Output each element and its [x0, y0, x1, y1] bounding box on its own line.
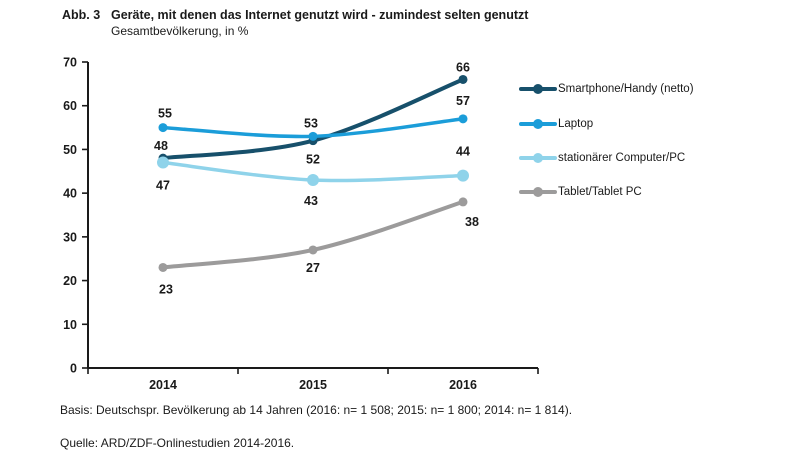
value-label: 38 [465, 215, 479, 229]
data-point-3-2015 [308, 245, 318, 255]
value-label: 43 [304, 194, 318, 208]
x-tick-label: 2014 [149, 378, 177, 392]
data-point-0-2016 [458, 74, 468, 84]
data-point-2-2015 [307, 174, 319, 187]
value-label: 48 [154, 139, 168, 153]
legend-item-laptop: Laptop [519, 106, 694, 140]
legend-label-tablet: Tablet/Tablet PC [558, 186, 642, 199]
legend-marker-pc-icon [519, 152, 557, 163]
legend-label-smartphone: Smartphone/Handy (netto) [558, 83, 694, 96]
value-label: 57 [456, 94, 470, 108]
legend-marker-smartphone-icon [519, 84, 557, 95]
legend-label-pc: stationärer Computer/PC [558, 151, 686, 164]
data-point-1-2016 [458, 114, 468, 124]
y-tick-label: 20 [63, 274, 77, 288]
value-label: 53 [304, 116, 318, 130]
data-point-1-2015 [308, 131, 318, 141]
data-point-3-2016 [458, 197, 468, 207]
value-label: 23 [159, 282, 173, 296]
y-tick-label: 10 [63, 318, 77, 332]
data-point-2-2016 [457, 169, 469, 182]
y-tick-label: 50 [63, 143, 77, 157]
y-tick-label: 40 [63, 187, 77, 201]
chart-legend: Smartphone/Handy (netto) Laptop stationä… [519, 72, 694, 210]
value-label: 66 [456, 60, 470, 74]
legend-item-pc: stationärer Computer/PC [519, 141, 694, 175]
x-tick-label: 2016 [449, 378, 477, 392]
source-note: Quelle: ARD/ZDF-Onlinestudien 2014-2016. [60, 436, 295, 450]
chart-title: Geräte, mit denen das Internet genutzt w… [111, 8, 529, 22]
value-label: 44 [456, 145, 470, 159]
y-tick-label: 30 [63, 230, 77, 244]
x-tick-label: 2015 [299, 378, 327, 392]
legend-item-smartphone: Smartphone/Handy (netto) [519, 72, 694, 106]
chart-subtitle: Gesamtbevölkerung, in % [111, 24, 249, 38]
legend-marker-tablet-icon [519, 187, 557, 198]
value-label: 52 [306, 153, 320, 167]
legend-item-tablet: Tablet/Tablet PC [519, 175, 694, 209]
y-tick-label: 60 [63, 99, 77, 113]
value-label: 47 [156, 179, 170, 193]
value-label: 27 [306, 261, 320, 275]
basis-note: Basis: Deutschspr. Bevölkerung ab 14 Jah… [60, 403, 573, 417]
value-label: 55 [158, 107, 172, 121]
legend-label-laptop: Laptop [558, 117, 594, 130]
figure-number: Abb. 3 [62, 8, 101, 22]
chart-header: Abb. 3 Geräte, mit denen das Internet ge… [62, 8, 528, 39]
data-point-3-2014 [158, 262, 168, 272]
data-point-1-2014 [158, 123, 168, 133]
data-point-2-2014 [157, 156, 169, 169]
legend-marker-laptop-icon [519, 118, 557, 129]
y-tick-label: 70 [63, 56, 77, 70]
series-line-3 [161, 199, 465, 270]
y-tick-label: 0 [70, 362, 77, 376]
